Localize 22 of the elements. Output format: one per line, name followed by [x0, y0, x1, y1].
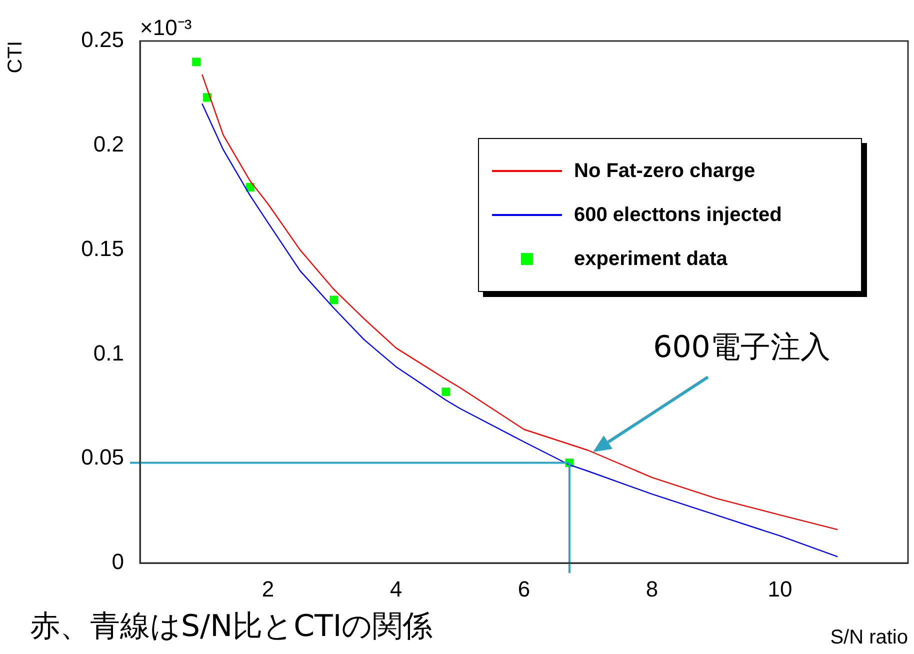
point [192, 58, 201, 66]
y-tick-label: 0.05 [81, 444, 124, 470]
point [330, 296, 338, 304]
x-tick-label: 2 [262, 576, 274, 602]
x-tick-label: 8 [646, 576, 658, 602]
x-axis-title: S/N ratio [830, 626, 908, 649]
y-tick-label: 0.15 [81, 236, 124, 261]
annotation: 600電子注入 [653, 328, 830, 367]
x-tick-label: 10 [768, 576, 792, 602]
y-axis-title: CTI [4, 41, 27, 74]
y-tick-label: 0.25 [81, 27, 124, 52]
point [442, 388, 450, 396]
text: ×10⁻³ [140, 14, 192, 41]
y-tick-label: 0 [112, 549, 124, 574]
x-tick-label: 4 [390, 576, 402, 602]
text: 赤、青線はS/N比とCTIの関係 [30, 608, 433, 646]
y-tick-label: 0.1 [93, 340, 124, 366]
y-tick-label: 0.2 [93, 131, 124, 156]
legend-label: No Fat-zero charge [574, 160, 756, 182]
legend-label: experiment data [574, 248, 728, 270]
x-tick-label: 6 [518, 576, 530, 602]
legend-label: 600 electtons injected [574, 204, 782, 226]
